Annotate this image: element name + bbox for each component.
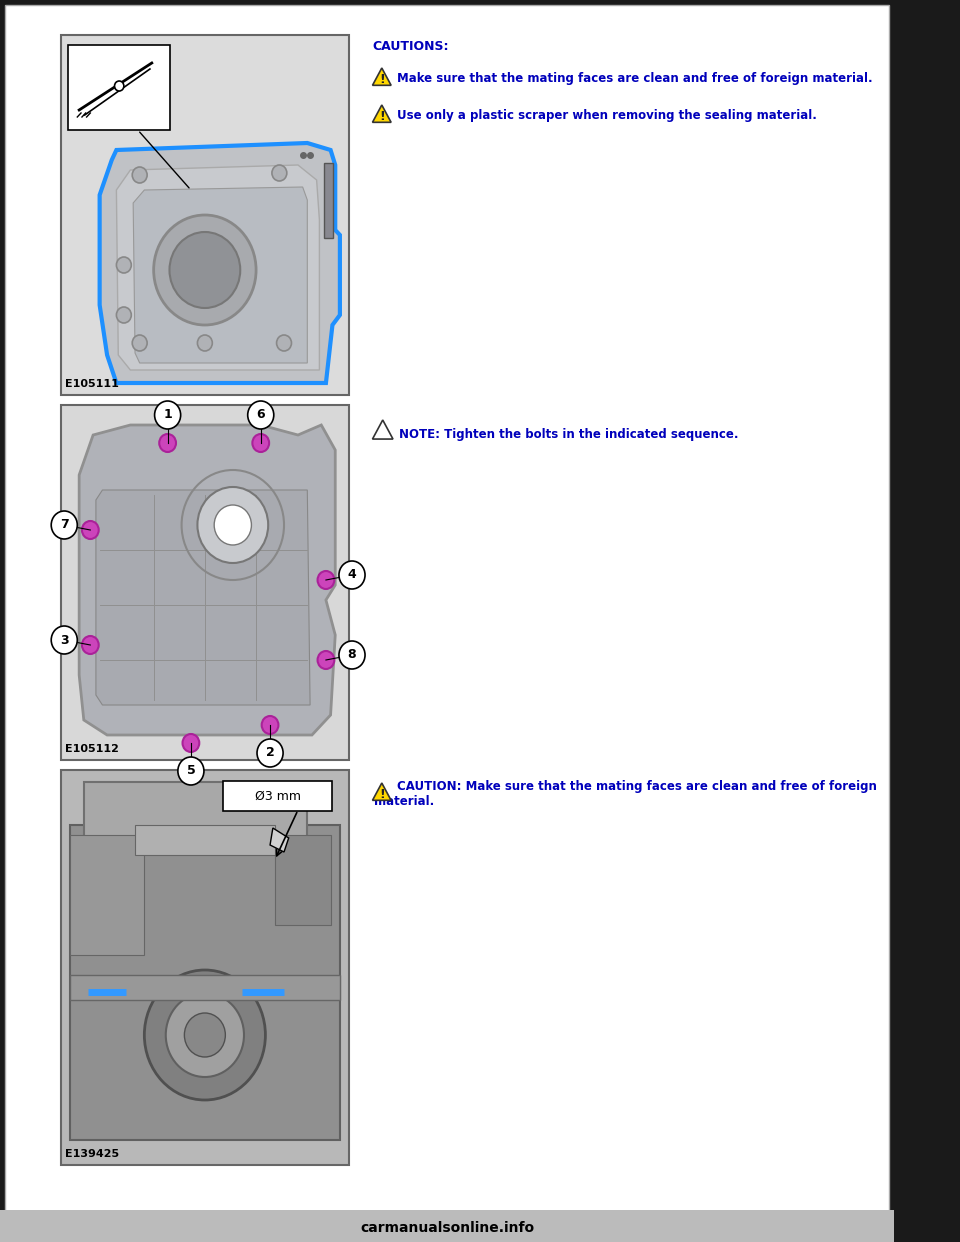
FancyBboxPatch shape [0, 1210, 894, 1242]
Text: Make sure that the mating faces are clean and free of foreign material.: Make sure that the mating faces are clea… [396, 72, 873, 84]
Text: 4: 4 [348, 569, 356, 581]
Circle shape [339, 561, 365, 589]
FancyBboxPatch shape [70, 825, 340, 1140]
Circle shape [132, 166, 147, 183]
Circle shape [318, 651, 334, 669]
Text: Use only a plastic scraper when removing the sealing material.: Use only a plastic scraper when removing… [396, 109, 817, 122]
Circle shape [82, 636, 99, 655]
Text: 5: 5 [186, 765, 195, 777]
Polygon shape [133, 188, 307, 363]
Text: E105112: E105112 [65, 744, 119, 754]
FancyBboxPatch shape [135, 825, 275, 854]
Text: CAUTIONS:: CAUTIONS: [372, 40, 449, 53]
Circle shape [339, 641, 365, 669]
Text: carmanualsonline.info: carmanualsonline.info [360, 1221, 534, 1235]
Text: 3: 3 [60, 633, 68, 647]
Circle shape [257, 739, 283, 768]
Circle shape [182, 734, 200, 751]
FancyBboxPatch shape [275, 835, 330, 925]
FancyBboxPatch shape [223, 781, 331, 811]
Polygon shape [116, 165, 320, 370]
Circle shape [159, 433, 176, 452]
Circle shape [116, 307, 132, 323]
Circle shape [144, 970, 265, 1100]
Text: !: ! [379, 73, 385, 86]
Circle shape [51, 626, 78, 655]
Circle shape [132, 335, 147, 351]
FancyBboxPatch shape [60, 35, 349, 395]
Circle shape [166, 994, 244, 1077]
FancyBboxPatch shape [60, 770, 349, 1165]
Polygon shape [372, 106, 391, 122]
FancyBboxPatch shape [324, 163, 333, 238]
Circle shape [51, 510, 78, 539]
Text: 6: 6 [256, 409, 265, 421]
Circle shape [198, 335, 212, 351]
Circle shape [154, 215, 256, 325]
Circle shape [214, 505, 252, 545]
Circle shape [276, 335, 292, 351]
Circle shape [318, 571, 334, 589]
FancyBboxPatch shape [70, 975, 340, 1000]
Text: E105111: E105111 [65, 379, 119, 389]
Text: !: ! [379, 111, 385, 123]
FancyBboxPatch shape [70, 835, 144, 955]
Circle shape [184, 1013, 226, 1057]
Circle shape [114, 81, 124, 91]
Text: 2: 2 [266, 746, 275, 760]
Circle shape [170, 232, 240, 308]
Circle shape [248, 401, 274, 428]
Circle shape [178, 758, 204, 785]
FancyBboxPatch shape [5, 5, 889, 1237]
Circle shape [82, 520, 99, 539]
Circle shape [198, 487, 268, 563]
Polygon shape [79, 425, 335, 735]
FancyBboxPatch shape [68, 45, 171, 130]
Text: 7: 7 [60, 518, 68, 532]
Polygon shape [372, 420, 393, 440]
Circle shape [155, 401, 180, 428]
Text: !: ! [379, 789, 385, 801]
Polygon shape [100, 143, 340, 383]
Text: NOTE: Tighten the bolts in the indicated sequence.: NOTE: Tighten the bolts in the indicated… [398, 428, 738, 441]
Text: 1: 1 [163, 409, 172, 421]
Circle shape [116, 257, 132, 273]
Circle shape [252, 433, 269, 452]
Text: material.: material. [374, 795, 435, 809]
Polygon shape [372, 782, 391, 800]
Text: Ø3 mm: Ø3 mm [254, 790, 300, 802]
Polygon shape [270, 828, 289, 852]
Polygon shape [372, 68, 391, 86]
FancyBboxPatch shape [84, 782, 307, 842]
Text: E139425: E139425 [65, 1149, 119, 1159]
FancyBboxPatch shape [60, 405, 349, 760]
Circle shape [272, 165, 287, 181]
Polygon shape [96, 491, 310, 705]
Text: CAUTION: Make sure that the mating faces are clean and free of foreign: CAUTION: Make sure that the mating faces… [396, 780, 876, 792]
Circle shape [262, 715, 278, 734]
Text: 8: 8 [348, 648, 356, 662]
